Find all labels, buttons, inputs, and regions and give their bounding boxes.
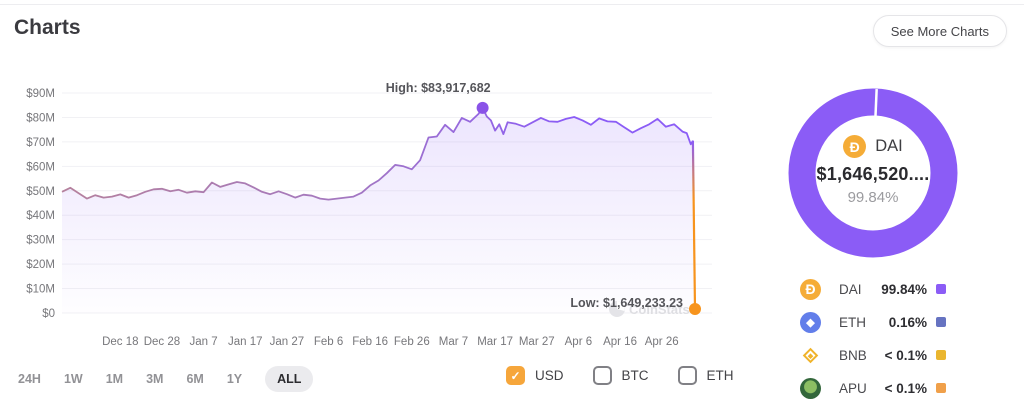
eth-checkbox[interactable]: ETH <box>677 366 734 385</box>
range-1m-button[interactable]: 1M <box>105 372 124 386</box>
eth-label: ETH <box>706 368 734 383</box>
range-1y-button[interactable]: 1Y <box>226 372 243 386</box>
x-axis-tick: Jan 7 <box>190 336 218 348</box>
x-axis-tick: Apr 6 <box>565 336 593 348</box>
dai-coin-icon: Ð <box>800 278 821 300</box>
y-axis-tick: $10M <box>26 284 55 296</box>
y-axis-tick: $60M <box>26 161 55 173</box>
dai-coin-icon: Ð <box>843 135 867 158</box>
range-6m-button[interactable]: 6M <box>186 372 204 386</box>
y-axis-tick: $70M <box>26 137 55 149</box>
price-drop-line <box>691 140 697 310</box>
legend-color-swatch <box>936 350 946 360</box>
coinstats-watermark: CoinStats <box>609 301 690 317</box>
see-more-charts-button[interactable]: See More Charts <box>872 15 1007 47</box>
time-range-selector: 24H 1W 1M 3M 6M 1Y ALL <box>18 364 314 394</box>
range-3m-button[interactable]: 3M <box>146 372 164 386</box>
x-axis-tick: Feb 26 <box>394 336 430 348</box>
usd-checkbox[interactable]: ✓ USD <box>506 366 564 385</box>
watermark-text: CoinStats <box>629 302 690 317</box>
high-annotation: High: $83,917,682 <box>386 81 491 95</box>
checkbox-checked-icon: ✓ <box>506 366 525 385</box>
legend-token-name: BNB <box>839 347 867 363</box>
apu-coin-icon <box>800 377 821 399</box>
x-axis-tick: Dec 18 <box>102 336 138 348</box>
currency-toggles: ✓ USD BTC ETH <box>506 366 734 385</box>
y-axis-tick: $0 <box>42 308 55 320</box>
token-name: DAI <box>875 137 903 155</box>
allocation-panel: Ð DAI $1,646,520.... 99.84% Ð DAI 99.84%… <box>770 0 1024 414</box>
y-axis-tick: $20M <box>26 259 55 271</box>
bnb-coin-icon <box>800 345 821 366</box>
checkbox-unchecked-icon <box>592 366 612 385</box>
allocation-donut-chart[interactable] <box>788 88 958 258</box>
y-axis-tick: $30M <box>26 235 55 247</box>
x-axis-tick: Mar 17 <box>477 336 513 348</box>
x-axis-tick: Feb 6 <box>314 336 343 348</box>
legend-token-name: APU <box>839 380 867 396</box>
usd-label: USD <box>535 368 564 383</box>
x-axis-tick: Jan 17 <box>228 336 263 348</box>
btc-checkbox[interactable]: BTC <box>592 366 649 385</box>
low-marker <box>689 302 701 315</box>
checkbox-unchecked-icon <box>677 366 697 385</box>
x-axis-tick: Mar 7 <box>439 336 468 348</box>
range-1w-button[interactable]: 1W <box>63 372 83 386</box>
donut-ring-dai[interactable] <box>788 88 958 258</box>
token-percent: 99.84% <box>847 189 899 206</box>
y-axis-tick: $80M <box>26 112 55 124</box>
legend-item-eth[interactable]: ◆ ETH 0.16% <box>800 311 946 333</box>
page-title: Charts <box>14 16 81 39</box>
low-annotation: Low: $1,649,233.23 <box>570 296 683 310</box>
legend-item-dai[interactable]: Ð DAI 99.84% <box>800 278 946 300</box>
eth-coin-icon: ◆ <box>800 311 821 333</box>
y-axis-tick: $50M <box>26 186 55 198</box>
y-axis-tick: $40M <box>26 210 55 222</box>
x-axis-tick: Jan 27 <box>270 336 305 348</box>
price-line <box>61 107 694 201</box>
range-24h-button[interactable]: 24H <box>18 372 41 386</box>
area-fill <box>62 107 695 314</box>
x-axis-tick: Feb 16 <box>352 336 388 348</box>
x-axis-tick: Apr 16 <box>603 336 637 348</box>
legend-token-percent: < 0.1% <box>884 347 927 363</box>
allocation-legend: Ð DAI 99.84% ◆ ETH 0.16% BNB < 0.1% APU … <box>800 278 946 410</box>
legend-token-percent: 0.16% <box>888 314 927 330</box>
y-axis-tick: $90M <box>26 88 55 100</box>
top-divider <box>0 4 1024 5</box>
legend-color-swatch <box>936 284 946 294</box>
legend-color-swatch <box>936 383 946 393</box>
legend-token-name: ETH <box>839 314 866 330</box>
legend-token-percent: < 0.1% <box>884 380 927 396</box>
x-axis-tick: Dec 28 <box>144 336 180 348</box>
donut-center: Ð DAI $1,646,520.... 99.84% <box>788 135 958 206</box>
range-all-button[interactable]: ALL <box>265 366 314 392</box>
price-history-chart[interactable]: $90M $80M $70M $60M $50M $40M $30M $20M $10M $0 De… <box>0 0 740 358</box>
btc-label: BTC <box>621 368 649 383</box>
x-axis-tick: Mar 27 <box>519 336 555 348</box>
legend-item-apu[interactable]: APU < 0.1% <box>800 377 946 399</box>
legend-token-percent: 99.84% <box>881 281 927 297</box>
legend-token-name: DAI <box>839 281 862 297</box>
legend-color-swatch <box>936 317 946 327</box>
token-value: $1,646,520.... <box>816 164 930 184</box>
legend-item-bnb[interactable]: BNB < 0.1% <box>800 344 946 366</box>
x-axis-tick: Apr 26 <box>645 336 679 348</box>
donut-gap <box>874 89 878 118</box>
high-marker <box>476 101 489 114</box>
